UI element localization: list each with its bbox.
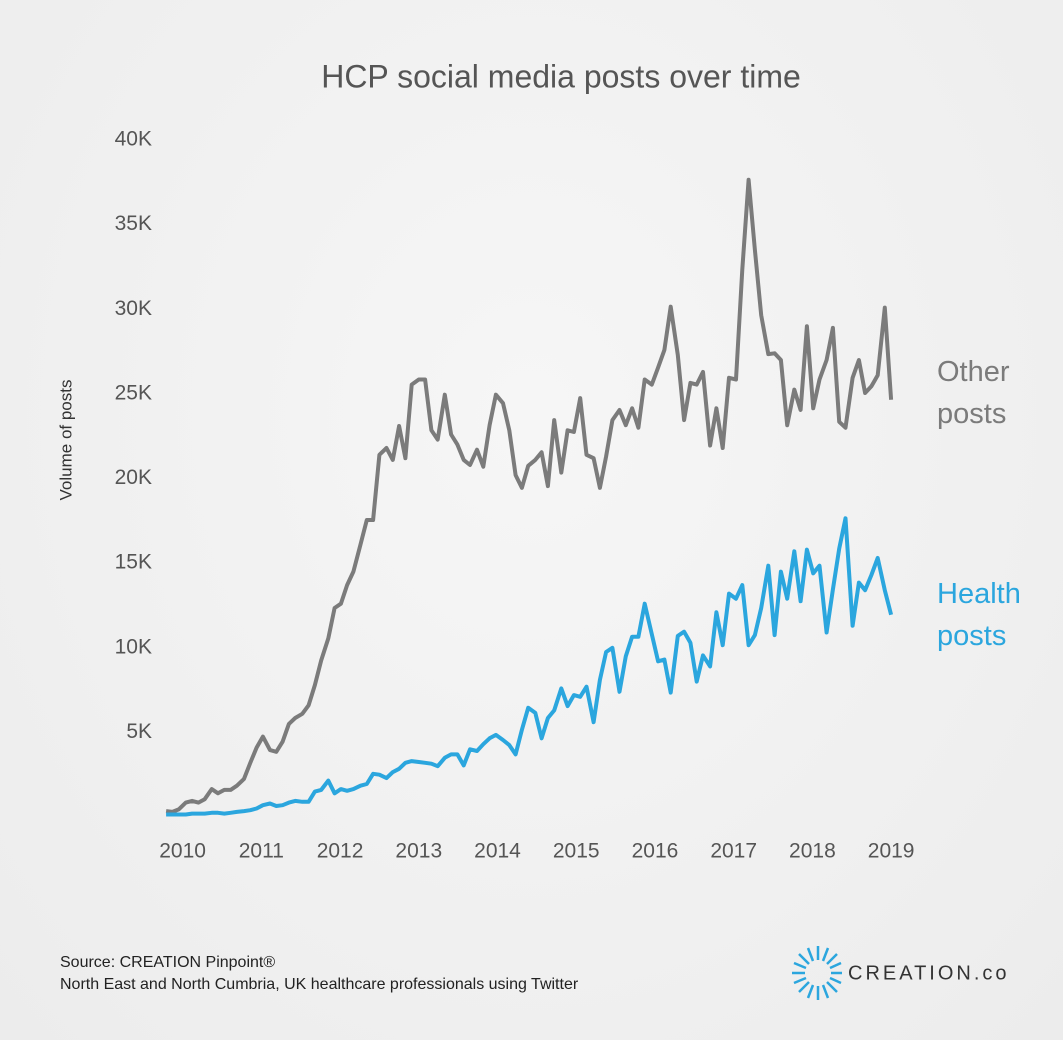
- chart-title: HCP social media posts over time: [321, 58, 801, 94]
- x-tick-label: 2015: [553, 840, 600, 863]
- x-tick-label: 2018: [789, 840, 836, 863]
- y-tick-label: 10K: [115, 635, 152, 658]
- note: North East and North Cumbria, UK healthc…: [60, 976, 579, 993]
- y-tick-label: 5K: [126, 720, 152, 743]
- y-tick-label: 40K: [115, 128, 152, 151]
- source: Source: CREATION Pinpoint®: [60, 954, 276, 971]
- logo-text: CREATION.co: [848, 962, 1010, 984]
- x-tick-label: 2011: [239, 840, 284, 863]
- series-line: [165, 177, 894, 814]
- x-tick-label: 2017: [710, 840, 757, 863]
- x-tick-label: 2019: [868, 840, 915, 863]
- y-tick-label: 30K: [115, 297, 152, 320]
- x-tick-label: 2014: [474, 840, 521, 863]
- x-tick-label: 2010: [159, 840, 206, 863]
- y-tick-label: 25K: [115, 381, 152, 404]
- legend-entry: Health posts: [937, 578, 1021, 652]
- legend-entry: Other posts: [937, 356, 1010, 430]
- series-line: [166, 516, 894, 817]
- x-tick-label: 2013: [395, 840, 442, 863]
- x-tick-label: 2012: [317, 840, 364, 863]
- logo-icon: [792, 946, 842, 1000]
- y-tick-label: 35K: [115, 212, 152, 235]
- y-axis-label: Volume of posts: [56, 380, 75, 501]
- y-tick-label: 15K: [115, 551, 152, 574]
- y-tick-label: 20K: [115, 466, 152, 489]
- x-tick-label: 2016: [632, 840, 679, 863]
